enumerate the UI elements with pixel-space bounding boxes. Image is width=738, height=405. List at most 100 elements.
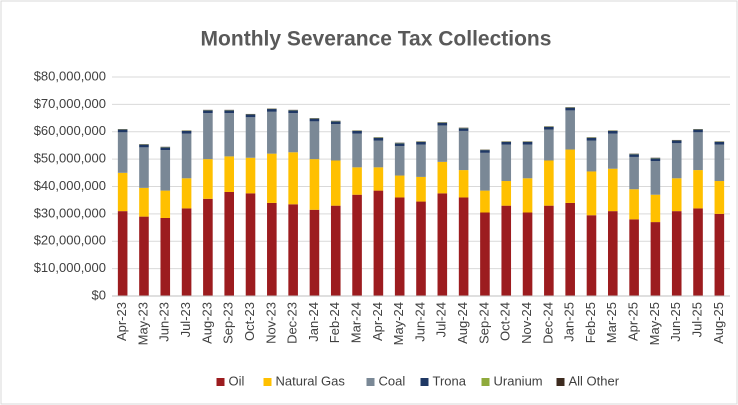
bar-segment <box>245 114 256 118</box>
bar-segment <box>330 205 341 296</box>
bar-segment <box>181 208 192 296</box>
x-tick-label: Aug-24 <box>455 302 470 344</box>
x-tick-label: Jan-24 <box>306 302 321 342</box>
bar-segment <box>117 172 128 212</box>
x-tick-label: Dec-24 <box>540 302 555 344</box>
bar-segment <box>544 126 554 130</box>
bar-segment <box>544 129 554 161</box>
bar-segment <box>267 153 277 203</box>
bar-segment <box>437 122 448 126</box>
bar-segment <box>416 144 426 177</box>
bar-segment <box>245 117 256 158</box>
bar-segment <box>650 194 661 223</box>
bar-segment <box>394 143 405 146</box>
bar-segment <box>544 205 554 296</box>
x-tick-label: Mar-25 <box>604 302 619 343</box>
y-tick-label: $40,000,000 <box>34 178 106 193</box>
x-tick-label: Nov-24 <box>519 302 534 344</box>
bar-segment <box>352 167 362 195</box>
x-tick-label: Jun-25 <box>668 302 683 342</box>
bar-segment <box>330 121 341 125</box>
bar-segment <box>565 202 575 296</box>
x-tick-label: May-24 <box>391 302 406 345</box>
x-tick-label: Dec-23 <box>285 302 300 344</box>
bar-segment <box>671 143 682 179</box>
x-tick-label: Apr-25 <box>626 302 641 341</box>
bar-segment <box>224 110 235 114</box>
bar-segment <box>714 181 725 214</box>
x-tick-label: Jul-23 <box>178 302 193 337</box>
bar-segment <box>117 211 128 296</box>
bar-segment <box>522 144 533 179</box>
x-tick-label: May-23 <box>135 302 150 345</box>
bar-segment <box>224 113 235 157</box>
bar-segment <box>288 110 298 114</box>
x-tick-label: Oct-24 <box>498 302 513 341</box>
bar-segment <box>629 189 639 220</box>
bar-segment <box>309 118 320 122</box>
bar-segment <box>373 190 384 296</box>
bar-segment <box>522 178 533 213</box>
x-tick-label: Apr-24 <box>370 302 385 341</box>
bar-segment <box>139 187 149 217</box>
bar-segment <box>352 133 362 168</box>
legend-swatch <box>556 378 565 386</box>
bar-segment <box>565 110 575 150</box>
bar-segment <box>522 212 533 296</box>
bar-segment <box>693 208 703 296</box>
bar-segment <box>522 141 533 145</box>
bar-segment <box>160 150 171 191</box>
bar-segment <box>671 140 682 144</box>
bar-segment <box>437 125 448 162</box>
bar-segment <box>330 160 341 206</box>
x-tick-label: Mar-24 <box>349 302 364 343</box>
bar-segment <box>501 181 512 206</box>
bar-segment <box>288 204 298 296</box>
x-tick-label: Oct-23 <box>242 302 257 341</box>
bar-segment <box>416 201 426 296</box>
bar-segment <box>650 158 661 162</box>
bar-segment <box>309 121 320 160</box>
bar-segment <box>480 150 490 153</box>
y-tick-label: $50,000,000 <box>34 151 106 166</box>
bar-segment <box>544 160 554 206</box>
legend-swatch <box>481 378 490 386</box>
bar-segment <box>671 178 682 212</box>
x-tick-label: May-25 <box>647 302 662 345</box>
x-tick-label: Apr-23 <box>114 302 129 341</box>
bar-segment <box>501 205 512 296</box>
y-tick-label: $20,000,000 <box>34 233 106 248</box>
legend-swatch <box>366 378 375 386</box>
x-tick-label: Jul-25 <box>689 302 704 337</box>
bar-segment <box>650 161 661 195</box>
bar-segment <box>586 215 597 296</box>
bar-segment <box>586 171 597 216</box>
bar-segment <box>245 157 256 194</box>
x-tick-label: Jun-24 <box>412 302 427 342</box>
bar-segment <box>480 190 490 213</box>
bar-segment <box>458 170 469 198</box>
bar-segment <box>458 130 469 171</box>
bar-segment <box>501 141 512 145</box>
bar-segment <box>352 130 362 134</box>
bar-segment <box>671 211 682 296</box>
bar-segment <box>714 144 725 182</box>
bar-segment <box>394 175 405 198</box>
x-tick-label: Nov-23 <box>263 302 278 344</box>
bar-segment <box>607 168 618 212</box>
bar-segment <box>693 129 703 133</box>
bar-segment <box>501 144 512 182</box>
legend-swatch <box>216 378 225 386</box>
y-tick-label: $30,000,000 <box>34 205 106 220</box>
legend-label: Oil <box>229 373 245 388</box>
bar-segment <box>267 202 277 296</box>
bar-segment <box>288 152 298 205</box>
bar-segment <box>607 130 618 134</box>
legend-label: Natural Gas <box>276 373 346 388</box>
bar-segment <box>203 198 213 296</box>
x-tick-label: Feb-24 <box>327 302 342 343</box>
bar-segment <box>267 111 277 154</box>
bar-segment <box>224 191 235 296</box>
bar-segment <box>117 132 128 173</box>
